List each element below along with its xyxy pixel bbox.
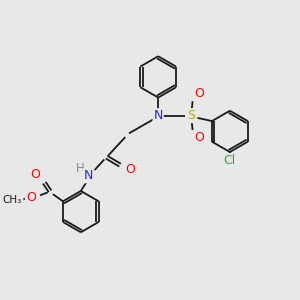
Text: O: O <box>26 191 36 204</box>
Text: CH₃: CH₃ <box>2 195 22 206</box>
Text: O: O <box>30 168 40 181</box>
Text: H: H <box>76 162 85 175</box>
Text: Cl: Cl <box>224 154 236 167</box>
Text: O: O <box>194 131 204 145</box>
Text: O: O <box>125 163 135 176</box>
Text: S: S <box>187 109 195 122</box>
Text: O: O <box>194 87 204 100</box>
Text: N: N <box>83 169 93 182</box>
Text: N: N <box>154 109 163 122</box>
